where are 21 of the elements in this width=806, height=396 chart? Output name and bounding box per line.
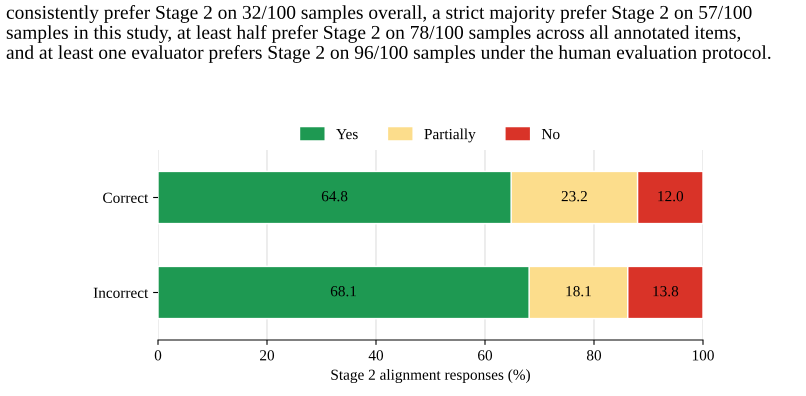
data-label: 64.8	[322, 191, 348, 202]
x-tick-label: 20	[260, 350, 274, 360]
data-label: 23.2	[562, 191, 587, 202]
x-tick-label: 60	[478, 350, 492, 360]
x-tick-label: 0	[154, 350, 162, 360]
data-label: 68.1	[330, 286, 356, 296]
legend-label: No	[542, 129, 560, 140]
data-label: 12.0	[658, 191, 684, 202]
data-label: 13.8	[653, 286, 678, 296]
x-tick-label: 80	[586, 350, 602, 360]
text: and at least one evaluator prefers Stage 2 on 96/100 samples under the human evaluation protocol.	[6, 45, 770, 63]
y-tick-label: Incorrect	[94, 288, 148, 298]
y-tick-label: Correct	[103, 192, 148, 203]
x-tick-label: 40	[368, 350, 384, 360]
x-axis-title: Stage 2 alignment responses (%)	[331, 369, 530, 384]
x-tick-label: 100	[692, 350, 714, 360]
legend-label: Partially	[424, 128, 476, 142]
text: consistently prefer Stage 2 on 32/100 samples overall, a strict majority prefer Stage 2 on 57/100	[6, 5, 752, 23]
legend-label: Yes	[336, 129, 358, 140]
data-label: 18.1	[566, 286, 591, 296]
text: samples in this study, at least half prefer Stage 2 on 78/100 samples across all annotated items,	[6, 25, 740, 43]
